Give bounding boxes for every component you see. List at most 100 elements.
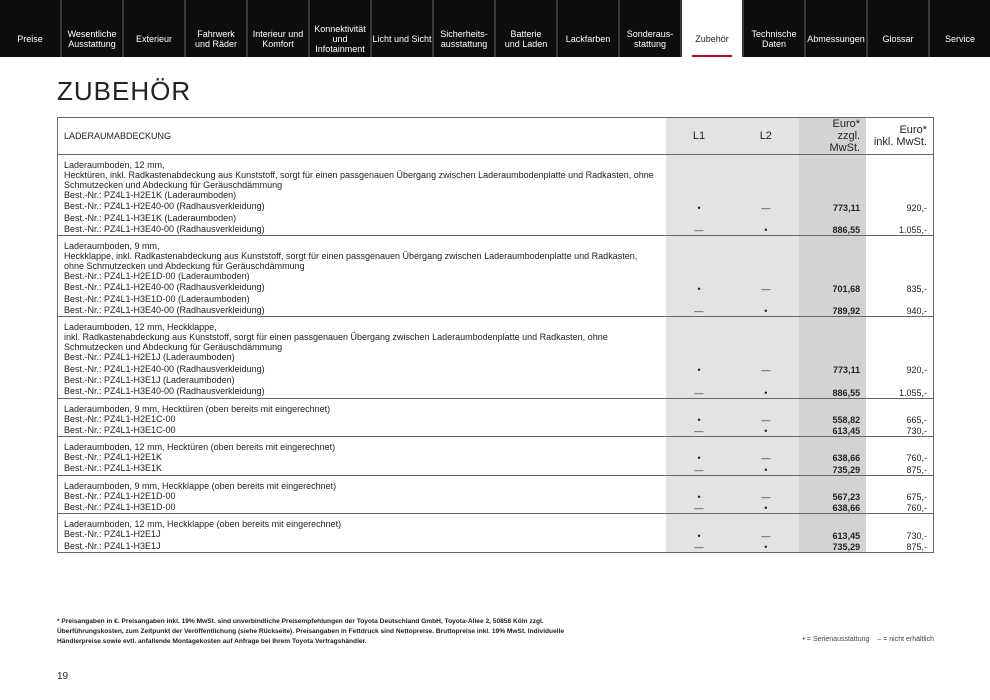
nav-tab[interactable]: Technische Daten	[744, 0, 804, 57]
net-price: 789,92	[799, 293, 867, 317]
part-numbers: Best.-Nr.: PZ4L1-H3E1C-00	[58, 425, 666, 437]
part-numbers: Best.-Nr.: PZ4L1-H2E1C-00	[58, 414, 666, 425]
gross-price: 760,-	[906, 503, 927, 514]
part-number: Best.-Nr.: PZ4L1-H3E40-00 (Radhausverkle…	[64, 223, 265, 234]
page-number: 19	[57, 671, 69, 682]
gross-price: 875,-	[906, 541, 927, 552]
variant-row: Best.-Nr.: PZ4L1-H2E1C-00 • —558,82 665,-	[58, 413, 934, 425]
part-numbers: Best.-Nr.: PZ4L1-H3E1K	[58, 463, 666, 475]
l2-availability: —	[732, 190, 800, 213]
gross-price: 920,-	[906, 202, 927, 213]
l2-availability: —	[732, 413, 800, 425]
part-number: Best.-Nr.: PZ4L1-H3E1J	[64, 540, 161, 551]
part-numbers: Best.-Nr.: PZ4L1-H3E1D-00	[58, 502, 666, 514]
empty-cell	[665, 513, 733, 530]
l1-availability: •	[665, 190, 733, 213]
variant-row: Best.-Nr.: PZ4L1-H2E1J (Laderaumboden) Be…	[58, 352, 934, 375]
nav-tab[interactable]: Preise	[0, 0, 60, 57]
empty-cell	[665, 235, 733, 272]
gross-price: 760,-	[906, 453, 927, 464]
empty-cell	[732, 398, 800, 414]
nav-tab[interactable]: Abmessungen	[806, 0, 866, 57]
nav-tab[interactable]: Konnektivität und Infotainment	[310, 0, 370, 57]
part-numbers: Best.-Nr.: PZ4L1-H2E1D-00 (Laderaumboden…	[58, 271, 666, 294]
l1-availability: —	[665, 424, 733, 437]
nav-tab[interactable]: Wesentliche Ausstattung	[62, 0, 122, 57]
l1-availability: —	[665, 374, 733, 399]
description-row: Laderaumboden, 9 mm, Heckklappe (oben be…	[58, 475, 934, 491]
empty-cell	[665, 154, 733, 190]
nav-tab[interactable]: Sonderaus- stattung	[620, 0, 680, 57]
empty-cell	[732, 154, 800, 190]
nav-tab[interactable]: Sicherheits- ausstattung	[434, 0, 494, 57]
part-number: Best.-Nr.: PZ4L1-H2E40-00 (Radhausverkle…	[64, 201, 265, 212]
variant-row: Best.-Nr.: PZ4L1-H3E1D-00 — • 638,66 760,-	[58, 502, 934, 514]
net-price: 886,55	[799, 374, 867, 399]
empty-cell	[665, 436, 733, 453]
net-price: 886,55	[799, 212, 867, 236]
item-group: Laderaumboden, 9 mm, Heckklappe, inkl. R…	[57, 235, 934, 317]
gross-price: 730,-	[906, 530, 927, 541]
price-table: LADERAUMABDECKUNG L1 L2 Euro* zzgl. MwSt…	[57, 117, 934, 553]
description-row: Laderaumboden, 12 mm, Hecktüren (oben be…	[58, 436, 934, 453]
gross-price: 835,-	[906, 283, 927, 294]
variant-row: Best.-Nr.: PZ4L1-H2E1K • —638,66 760,-	[58, 452, 934, 464]
part-number: Best.-Nr.: PZ4L1-H3E40-00 (Radhausverkle…	[64, 305, 265, 316]
part-numbers: Best.-Nr.: PZ4L1-H2E1J (Laderaumboden) Be…	[58, 352, 666, 375]
part-number: Best.-Nr.: PZ4L1-H3E40-00 (Radhausverkle…	[64, 386, 265, 397]
nav-tab[interactable]: Service	[930, 0, 990, 57]
description: Laderaumboden, 12 mm, Heckklappe, inkl. …	[64, 322, 608, 353]
nav-tab[interactable]: Batterie und Laden	[496, 0, 556, 57]
part-number: Best.-Nr.: PZ4L1-H3E1K	[64, 463, 163, 474]
l1-availability: •	[665, 413, 733, 425]
net-price: 773,11	[799, 190, 867, 213]
variant-row: Best.-Nr.: PZ4L1-H3E1J — • 735,29 875,-	[58, 540, 934, 553]
description: Laderaumboden, 9 mm, Heckklappe, inkl. R…	[64, 241, 638, 272]
l2-availability: —	[732, 271, 800, 294]
empty-cell	[866, 398, 933, 414]
net-price: 567,23	[799, 490, 867, 503]
empty-cell	[732, 475, 800, 491]
l1-availability: •	[665, 529, 733, 541]
nav-tab[interactable]: Licht und Sicht	[372, 0, 432, 57]
empty-cell	[665, 316, 733, 353]
l1-availability: —	[665, 540, 733, 553]
variant-row: Best.-Nr.: PZ4L1-H3E1K — • 735,29 875,-	[58, 463, 934, 476]
part-numbers: Best.-Nr.: PZ4L1-H3E1D-00 (Laderaumboden…	[58, 294, 666, 317]
nav-tab[interactable]: Glossar	[868, 0, 928, 57]
legend: • = Serienausstattung – = nicht erhältli…	[803, 636, 934, 643]
empty-cell	[732, 513, 800, 530]
nav-tab[interactable]: Exterieur	[124, 0, 184, 57]
nav-tab[interactable]: Fahrwerk und Räder	[186, 0, 246, 57]
header-cell: Euro* inkl. MwSt.	[866, 117, 934, 155]
nav-tab[interactable]: Lackfarben	[558, 0, 618, 57]
gross-price: 920,-	[906, 364, 927, 375]
nav-tab[interactable]: Interieur und Komfort	[248, 0, 308, 57]
l1-availability: —	[665, 212, 733, 236]
l2-availability: •	[732, 374, 800, 399]
gross-price: 730,-	[906, 426, 927, 437]
item-group: Laderaumboden, 9 mm, Hecktüren (oben ber…	[57, 398, 934, 437]
part-numbers: Best.-Nr.: PZ4L1-H2E1J	[58, 529, 666, 540]
empty-cell	[799, 316, 867, 353]
net-price: 558,82	[799, 413, 867, 425]
part-numbers: Best.-Nr.: PZ4L1-H2E1K	[58, 452, 666, 463]
empty-cell	[799, 513, 867, 530]
empty-cell	[799, 154, 867, 190]
variant-row: Best.-Nr.: PZ4L1-H3E1J (Laderaumboden) Be…	[58, 374, 934, 399]
description-row: Laderaumboden, 9 mm, Heckklappe, inkl. R…	[58, 235, 934, 272]
description: Laderaumboden, 12 mm, Heckklappe (oben b…	[64, 519, 342, 530]
page-title: ZUBEHÖR	[57, 76, 192, 106]
header-row: LADERAUMABDECKUNG L1 L2 Euro* zzgl. MwSt…	[57, 117, 934, 155]
header-cell: LADERAUMABDECKUNG	[57, 117, 666, 155]
nav-tab[interactable]: Zubehör	[682, 0, 742, 57]
l2-availability: —	[732, 452, 800, 464]
l1-availability: •	[665, 352, 733, 375]
description-row: Laderaumboden, 12 mm, Heckklappe (oben b…	[58, 513, 934, 530]
l1-availability: •	[665, 490, 733, 503]
description: Laderaumboden, 12 mm, Hecktüren (oben be…	[64, 442, 336, 453]
l1-availability: •	[665, 271, 733, 294]
empty-cell	[866, 317, 933, 353]
net-price: 735,29	[799, 463, 867, 476]
